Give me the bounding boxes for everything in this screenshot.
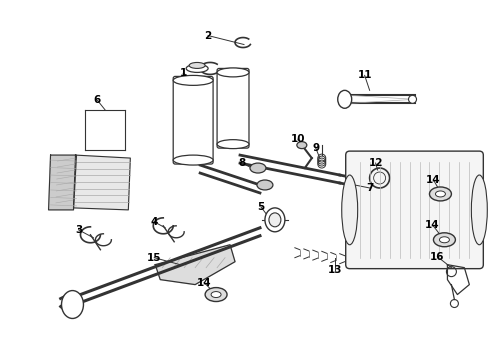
Ellipse shape: [186, 64, 208, 72]
Ellipse shape: [470, 175, 487, 245]
Polygon shape: [48, 155, 76, 210]
Polygon shape: [155, 245, 235, 285]
Text: 9: 9: [312, 143, 319, 153]
Ellipse shape: [337, 90, 351, 108]
Text: 12: 12: [367, 158, 382, 168]
Ellipse shape: [439, 237, 448, 243]
Text: 1: 1: [179, 68, 186, 78]
FancyBboxPatch shape: [173, 76, 213, 164]
Text: 7: 7: [365, 183, 372, 193]
Text: 10: 10: [290, 134, 305, 144]
Ellipse shape: [428, 187, 450, 201]
Ellipse shape: [61, 291, 83, 319]
Text: 15: 15: [147, 253, 161, 263]
FancyBboxPatch shape: [345, 151, 482, 269]
Ellipse shape: [217, 140, 248, 149]
Text: 8: 8: [238, 158, 245, 168]
Text: 4: 4: [150, 217, 158, 227]
Ellipse shape: [268, 213, 280, 227]
Ellipse shape: [173, 75, 213, 85]
Text: 3: 3: [75, 225, 82, 235]
Polygon shape: [73, 155, 130, 210]
Ellipse shape: [432, 233, 454, 247]
Text: 13: 13: [327, 265, 341, 275]
Text: 11: 11: [357, 71, 371, 80]
Ellipse shape: [217, 68, 248, 77]
Ellipse shape: [264, 208, 285, 232]
Text: 6: 6: [94, 95, 101, 105]
Polygon shape: [447, 265, 468, 294]
Ellipse shape: [211, 292, 221, 298]
Ellipse shape: [435, 191, 445, 197]
Text: 2: 2: [204, 31, 211, 41]
Ellipse shape: [173, 155, 213, 165]
Ellipse shape: [249, 163, 265, 173]
Text: 14: 14: [425, 175, 440, 185]
FancyBboxPatch shape: [217, 68, 248, 148]
Ellipse shape: [204, 288, 226, 302]
Text: 5: 5: [257, 202, 264, 212]
Circle shape: [407, 95, 416, 103]
Ellipse shape: [296, 141, 306, 149]
Ellipse shape: [189, 62, 204, 68]
Text: 16: 16: [429, 252, 444, 262]
Text: 14: 14: [424, 220, 439, 230]
Text: 14: 14: [196, 278, 211, 288]
Ellipse shape: [341, 175, 357, 245]
Ellipse shape: [256, 180, 272, 190]
